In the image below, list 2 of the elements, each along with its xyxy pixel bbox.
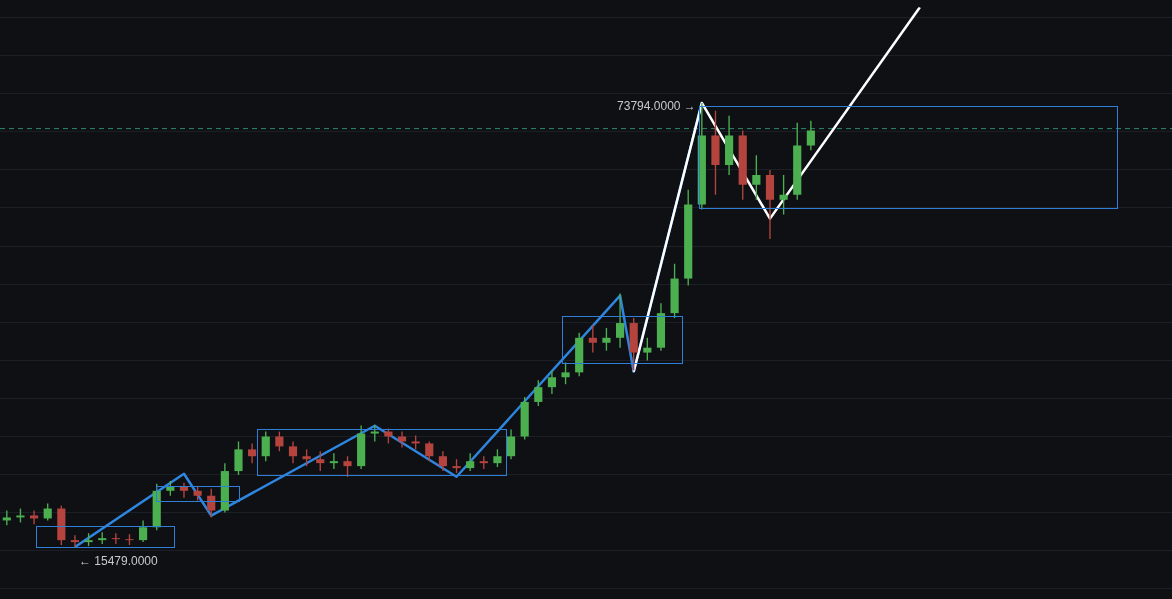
annotation: 73794.0000 → xyxy=(617,99,696,114)
annotation: ← 15479.0000 xyxy=(78,554,159,569)
